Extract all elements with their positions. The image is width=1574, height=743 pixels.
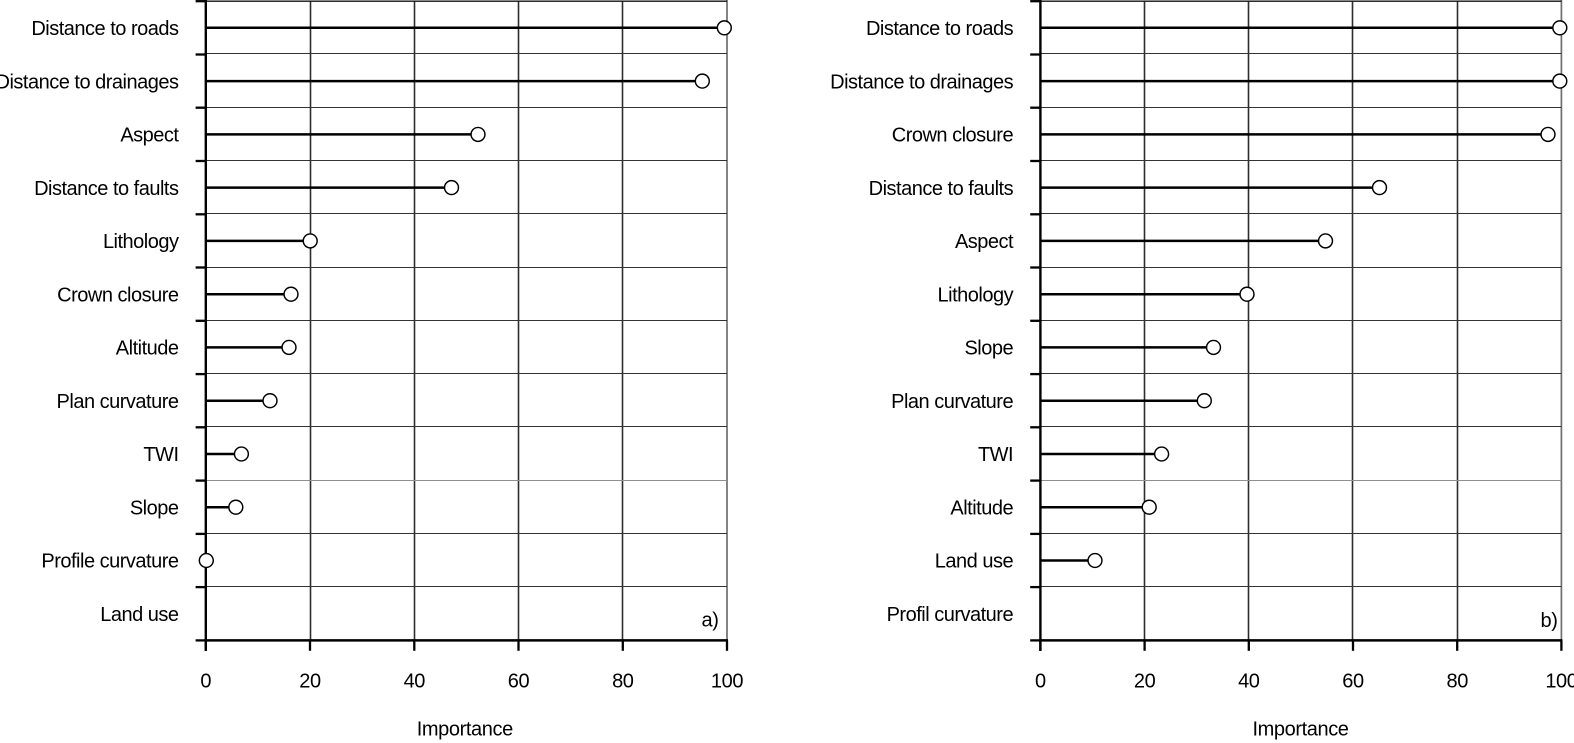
svg-text:20: 20 <box>1134 671 1156 693</box>
svg-text:Crown closure: Crown closure <box>892 125 1014 147</box>
svg-text:60: 60 <box>1342 671 1364 693</box>
svg-text:TWI: TWI <box>143 444 178 466</box>
svg-text:0: 0 <box>1035 671 1046 693</box>
svg-text:Distance to drainages: Distance to drainages <box>830 71 1013 93</box>
svg-text:Crown closure: Crown closure <box>57 284 179 306</box>
svg-text:0: 0 <box>200 671 211 693</box>
svg-text:Distance to faults: Distance to faults <box>869 178 1014 200</box>
svg-text:Land use: Land use <box>100 604 179 626</box>
svg-text:Profil curvature: Profil curvature <box>887 604 1014 626</box>
svg-text:20: 20 <box>299 671 321 693</box>
svg-text:100: 100 <box>1545 671 1574 693</box>
svg-text:80: 80 <box>1446 671 1468 693</box>
svg-text:Lithology: Lithology <box>103 231 179 253</box>
svg-text:100: 100 <box>711 671 743 693</box>
svg-text:Distance to drainages: Distance to drainages <box>0 71 179 93</box>
svg-text:40: 40 <box>1238 671 1260 693</box>
svg-text:Profile curvature: Profile curvature <box>41 551 178 573</box>
svg-text:Lithology: Lithology <box>938 284 1014 306</box>
svg-text:Land use: Land use <box>935 551 1014 573</box>
svg-text:Plan curvature: Plan curvature <box>57 391 179 413</box>
svg-text:Distance to faults: Distance to faults <box>34 178 179 200</box>
svg-text:Aspect: Aspect <box>120 125 179 147</box>
svg-text:Altitude: Altitude <box>116 338 179 360</box>
svg-text:Plan curvature: Plan curvature <box>891 391 1013 413</box>
svg-text:Aspect: Aspect <box>955 231 1014 253</box>
svg-text:Distance to roads: Distance to roads <box>866 18 1014 40</box>
svg-text:Slope: Slope <box>130 497 179 519</box>
svg-text:Distance to roads: Distance to roads <box>31 18 179 40</box>
svg-text:Slope: Slope <box>964 338 1013 360</box>
svg-text:Altitude: Altitude <box>950 497 1013 519</box>
svg-text:Importance: Importance <box>417 719 513 741</box>
svg-text:Importance: Importance <box>1252 719 1348 741</box>
svg-text:60: 60 <box>508 671 530 693</box>
svg-text:80: 80 <box>612 671 634 693</box>
svg-text:b): b) <box>1541 610 1558 632</box>
svg-text:a): a) <box>702 610 719 632</box>
svg-text:TWI: TWI <box>978 444 1013 466</box>
svg-text:40: 40 <box>404 671 426 693</box>
